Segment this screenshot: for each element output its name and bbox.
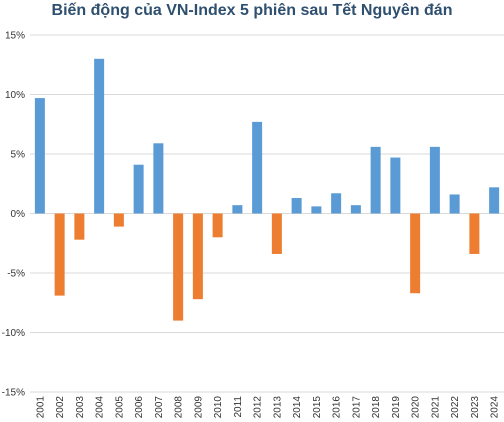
- bar-2019: [390, 157, 401, 214]
- bar-2007: [153, 143, 164, 214]
- x-tick-label: 2014: [292, 396, 303, 419]
- bar-2017: [350, 205, 361, 214]
- bar-2024: [489, 187, 500, 214]
- x-tick-label: 2007: [154, 396, 165, 419]
- x-tick-label: 2004: [95, 396, 106, 419]
- x-tick-label: 2017: [351, 396, 362, 419]
- x-tick-label: 2024: [490, 396, 501, 419]
- x-tick-label: 2019: [391, 396, 402, 419]
- x-tick-label: 2021: [430, 396, 441, 419]
- bar-2021: [429, 146, 440, 214]
- x-tick-label: 2018: [371, 396, 382, 419]
- bar-2003: [74, 213, 85, 240]
- bar-2013: [271, 213, 282, 254]
- bar-layer: [34, 58, 500, 321]
- y-tick-label: -5%: [7, 269, 25, 280]
- bar-2010: [212, 213, 223, 238]
- x-tick-label: 2013: [272, 396, 283, 419]
- x-tick-label: 2012: [253, 396, 264, 419]
- bar-2004: [94, 58, 105, 214]
- x-tick-label: 2022: [450, 396, 461, 419]
- y-tick-label: 0%: [11, 209, 26, 220]
- x-tick-label: 2015: [312, 396, 323, 419]
- bar-2002: [54, 213, 65, 296]
- x-axis-ticks: 2001 2002 2003 2004 2005 2006 2007 2008 2009 2010…: [35, 396, 500, 419]
- x-tick-label: 2002: [55, 396, 66, 419]
- x-tick-label: 2006: [134, 396, 145, 419]
- y-tick-label: 15%: [5, 31, 25, 42]
- x-tick-label: 2016: [332, 396, 343, 419]
- bar-2006: [133, 164, 144, 214]
- x-tick-label: 2020: [411, 396, 422, 419]
- y-tick-label: -10%: [2, 328, 25, 339]
- x-tick-label: 2009: [193, 396, 204, 419]
- x-tick-label: 2008: [174, 396, 185, 419]
- bar-2018: [370, 146, 381, 214]
- bar-2020: [410, 213, 421, 294]
- y-tick-label: -15%: [2, 388, 25, 399]
- x-tick-label: 2011: [233, 396, 244, 418]
- chart-title: Biến động của VN-Index 5 phiên sau Tết N…: [51, 2, 453, 19]
- bar-2014: [291, 198, 302, 214]
- x-tick-label: 2003: [75, 396, 86, 419]
- grid-layer: [30, 34, 504, 393]
- x-tick-label: 2023: [470, 396, 481, 419]
- bar-2015: [311, 206, 322, 214]
- bar-2016: [331, 193, 342, 214]
- bar-2001: [34, 98, 45, 214]
- bar-2011: [232, 205, 243, 214]
- x-tick-label: 2005: [114, 396, 125, 419]
- bar-2005: [113, 213, 124, 227]
- y-tick-label: 5%: [11, 150, 26, 161]
- bar-2023: [469, 213, 480, 254]
- x-tick-label: 2001: [35, 396, 46, 419]
- y-tick-label: 10%: [5, 90, 25, 101]
- bar-2022: [449, 194, 460, 214]
- bar-2008: [173, 213, 184, 321]
- x-tick-label: 2010: [213, 396, 224, 419]
- y-axis-ticks: 15% 10% 5% 0% -5% -10% -15%: [2, 31, 25, 399]
- bar-2009: [192, 213, 203, 300]
- bar-2012: [252, 121, 263, 214]
